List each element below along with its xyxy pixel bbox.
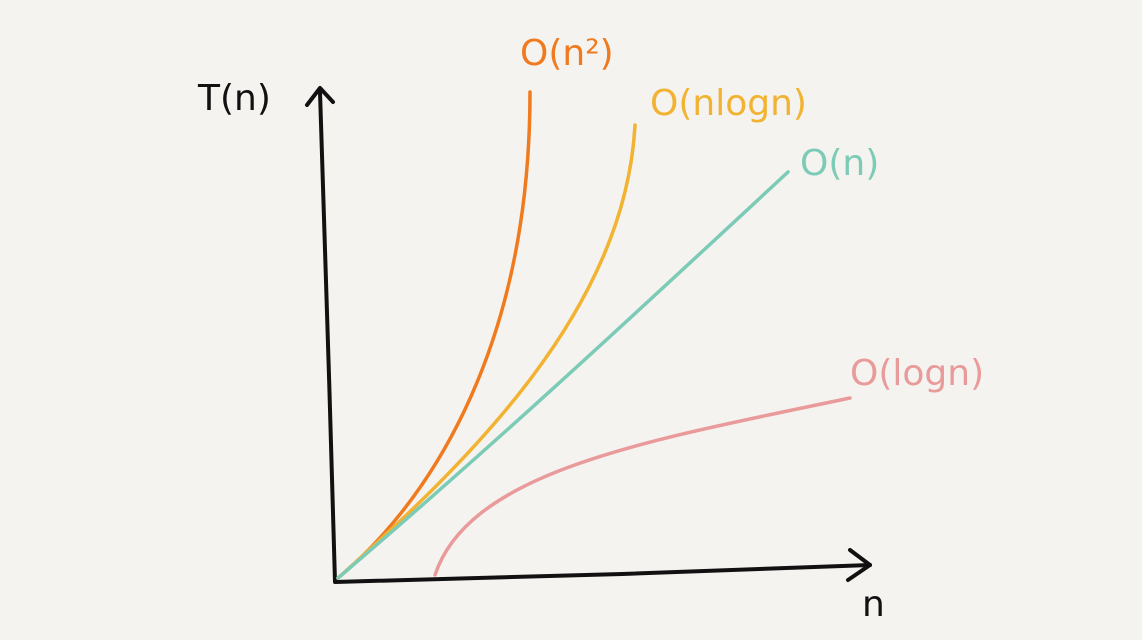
curve <box>336 123 637 580</box>
curve-label: O(n) <box>800 143 879 184</box>
curve <box>433 396 852 577</box>
curve <box>336 170 790 580</box>
y-arrow <box>305 86 335 107</box>
y-axis-label: T(n) <box>197 78 271 119</box>
x-arrow <box>846 548 872 582</box>
curve-label: O(n²) <box>520 33 614 74</box>
curve-label: O(nlogn) <box>650 83 807 124</box>
curve-label: O(logn) <box>850 353 984 394</box>
axes <box>318 90 872 584</box>
x-axis-label: n <box>862 584 885 625</box>
